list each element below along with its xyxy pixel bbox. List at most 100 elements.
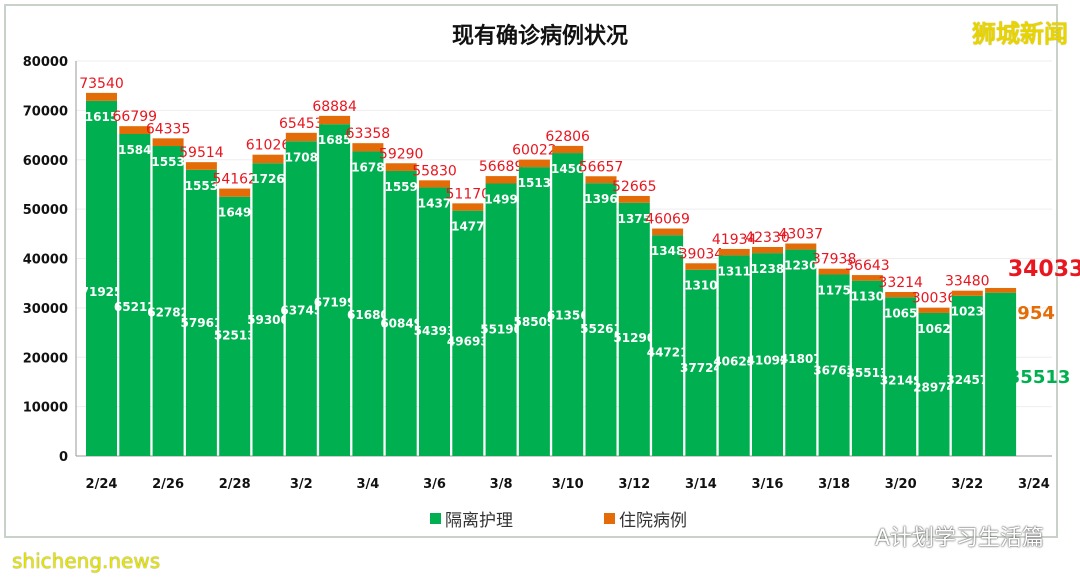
total-data-label: 54162 [212,172,257,188]
hospital-data-label: 1238 [751,262,784,276]
bar-hospital [851,275,883,281]
total-data-label: 41934 [712,232,757,248]
bar-isolation [352,151,384,456]
hospital-data-label: 1065 [884,306,917,320]
bar-hospital [485,176,517,184]
bar-isolation [885,297,917,456]
x-tick-label: 3/16 [752,477,784,492]
hospital-data-label: 1175 [817,283,850,297]
hospital-data-label: 1396 [584,192,617,206]
bar-hospital [285,132,317,142]
isolation-data-label: 61680 [347,308,389,322]
hospital-data-label: 1450 [551,162,584,176]
total-data-label: 61026 [246,138,291,154]
bar-hospital [752,246,783,254]
isolation-data-label: 35513 [1008,367,1071,388]
bar-isolation [119,134,151,457]
bar-hospital [585,176,617,184]
total-data-label: 63358 [346,126,391,142]
bar-isolation [518,167,550,456]
bar-isolation [285,141,317,456]
bar-hospital [552,145,584,154]
isolation-data-label: 60849 [380,317,422,331]
total-data-label: 60022 [512,143,557,159]
x-tick-label: 2/26 [152,477,184,492]
caption: shicheng.news [12,549,161,573]
bar-isolation [385,170,417,456]
total-data-label: 55830 [412,163,457,179]
bar-hospital [685,263,717,270]
hospital-data-label: 1553 [151,155,184,169]
hospital-data-label: 1615 [85,110,118,124]
isolation-data-label: 61356 [547,309,589,323]
y-tick-label: 70000 [23,104,68,119]
isolation-data-label: 71925 [81,285,123,299]
total-data-label: 51170 [446,186,491,202]
hospital-data-label: 1708 [285,150,318,164]
hospital-data-label: 1584 [118,143,151,157]
bar-isolation [152,146,184,457]
legend-swatch-green [430,513,441,524]
bar-isolation [185,169,217,456]
bar-hospital [152,138,184,147]
isolation-data-label: 28974 [913,381,955,395]
x-tick-label: 3/2 [290,477,313,492]
y-tick-label: 40000 [23,253,68,268]
bar-isolation [485,183,517,456]
total-data-label: 46069 [645,212,690,228]
y-tick-label: 10000 [23,401,68,416]
bar-hospital [352,143,384,152]
bar-hospital [718,248,750,256]
bar-hospital [119,126,151,135]
bar-isolation [252,163,284,457]
bar-hospital [818,268,850,275]
chart-title: 现有确诊病例状况 [451,24,628,49]
isolation-data-label: 62782 [147,306,189,320]
bar-isolation [552,153,584,456]
bar-isolation [985,292,1017,456]
x-tick-label: 3/18 [818,477,850,492]
bar-isolation [219,196,251,457]
total-data-label: 33214 [878,275,923,291]
hospital-data-label: 1553 [185,179,218,193]
total-data-label: 64335 [146,121,191,137]
isolation-data-label: 67199 [314,296,356,310]
x-tick-label: 3/10 [552,477,584,492]
y-tick-label: 80000 [23,55,68,70]
total-data-label: 68884 [312,99,357,115]
isolation-data-label: 35513 [847,366,889,380]
isolation-data-label: 63745 [280,303,322,317]
hospital-data-label: 1559 [384,180,417,194]
total-data-label: 59514 [179,145,224,161]
hospital-data-label: 1437 [418,196,451,210]
total-data-label: 33480 [945,274,990,290]
total-data-label: 56657 [579,159,624,175]
isolation-data-label: 54393 [414,324,456,338]
hospital-data-label: 1310 [684,279,717,293]
bar-hospital [951,290,983,296]
isolation-data-label: 32149 [880,374,922,388]
x-tick-label: 3/24 [1018,477,1050,492]
legend-label: 隔离护理 [445,511,513,531]
bar-isolation [918,312,950,456]
hospital-data-label: 1375 [618,212,651,226]
x-tick-label: 2/28 [219,477,251,492]
hospital-data-label: 1499 [484,192,517,206]
y-tick-label: 50000 [23,203,68,218]
isolation-data-label: 55261 [580,322,622,336]
bar-hospital [185,162,217,170]
hospital-data-label: 1513 [518,176,551,190]
bar-isolation [319,124,351,456]
bar-isolation [419,187,450,456]
isolation-data-label: 44721 [647,346,689,360]
y-tick-label: 20000 [23,351,68,366]
total-data-label: 66799 [113,109,158,125]
bar-isolation [452,210,484,456]
bar-hospital [452,203,484,211]
hospital-data-label: 1649 [218,206,251,220]
isolation-data-label: 58509 [514,315,556,329]
bar-hospital [985,287,1017,293]
hospital-data-label: 1348 [651,244,684,258]
bar-isolation [752,253,783,456]
